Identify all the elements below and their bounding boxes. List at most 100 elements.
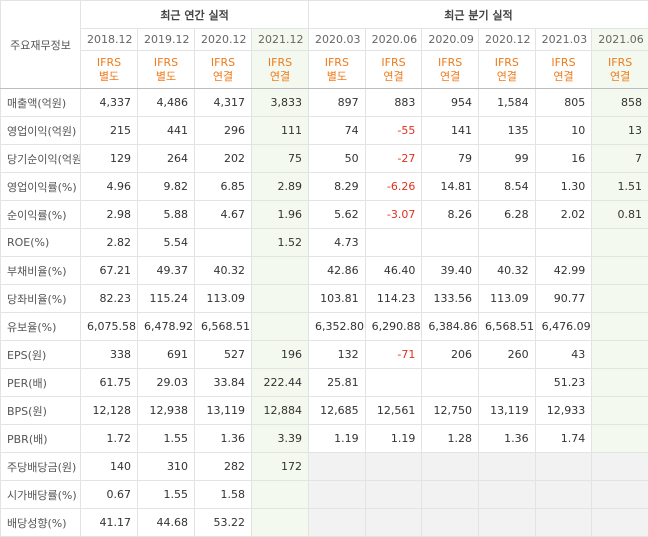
value-cell: 111 bbox=[250, 116, 310, 145]
value-cell: 1,584 bbox=[477, 88, 536, 117]
row-label: 매출액(억원) bbox=[0, 88, 81, 117]
ifrs-label: IFRS bbox=[210, 55, 236, 69]
column-date: 2019.12 bbox=[137, 28, 195, 51]
value-cell: 74 bbox=[308, 116, 366, 145]
column-basis: IFRS 연결 bbox=[250, 50, 310, 89]
value-cell bbox=[364, 508, 423, 537]
ifrs-label: IFRS bbox=[324, 55, 349, 69]
basis-label: 연결 bbox=[383, 69, 404, 83]
value-cell: 206 bbox=[421, 340, 479, 369]
value-cell: 3,833 bbox=[250, 88, 310, 117]
ifrs-label: IFRS bbox=[153, 55, 179, 69]
value-cell bbox=[308, 480, 366, 509]
value-cell: 2.02 bbox=[534, 200, 593, 229]
value-cell: 114.23 bbox=[364, 284, 423, 313]
value-cell: 33.84 bbox=[194, 368, 252, 397]
value-cell bbox=[591, 452, 648, 481]
column-basis: IFRS 연결 bbox=[477, 50, 536, 89]
data-row: EPS(원) 338 691 527 196 132 -71 206 260 43 bbox=[0, 340, 648, 369]
column-basis: IFRS 별도 bbox=[308, 50, 366, 89]
value-cell: 805 bbox=[534, 88, 593, 117]
basis-label: 별도 bbox=[326, 69, 347, 83]
basis-label: 연결 bbox=[496, 69, 517, 83]
value-cell: -6.26 bbox=[364, 172, 423, 201]
value-cell: 858 bbox=[591, 88, 648, 117]
basis-label: 별도 bbox=[98, 69, 120, 83]
value-cell: 6,568.51 bbox=[194, 312, 252, 341]
value-cell bbox=[250, 312, 310, 341]
value-cell bbox=[591, 396, 648, 425]
value-cell bbox=[591, 508, 648, 537]
value-cell: 4,486 bbox=[137, 88, 195, 117]
value-cell: 897 bbox=[308, 88, 366, 117]
value-cell: -55 bbox=[364, 116, 423, 145]
data-row: 순이익률(%) 2.98 5.88 4.67 1.96 5.62 -3.07 8.26 6.28… bbox=[0, 200, 648, 229]
data-row: 당좌비율(%) 82.23 115.24 113.09 103.81 114.23 133.… bbox=[0, 284, 648, 313]
column-basis: IFRS 연결 bbox=[364, 50, 423, 89]
row-label: ROE(%) bbox=[0, 228, 81, 257]
row-label: 영업이익률(%) bbox=[0, 172, 81, 201]
date-text: 2020.12 bbox=[484, 33, 531, 46]
basis-label: 연결 bbox=[440, 69, 461, 83]
value-cell: 1.19 bbox=[308, 424, 366, 453]
ifrs-label: IFRS bbox=[267, 55, 293, 69]
value-cell: 1.52 bbox=[250, 228, 310, 257]
basis-label: 연결 bbox=[610, 69, 631, 83]
value-cell: 61.75 bbox=[80, 368, 138, 397]
value-cell: 883 bbox=[364, 88, 423, 117]
value-cell bbox=[308, 508, 366, 537]
value-cell: 14.81 bbox=[421, 172, 479, 201]
estimate-mark: (E) bbox=[647, 33, 648, 46]
value-cell: 2.89 bbox=[250, 172, 310, 201]
value-cell: 133.56 bbox=[421, 284, 479, 313]
value-cell: 1.72 bbox=[80, 424, 138, 453]
value-cell: 1.36 bbox=[477, 424, 536, 453]
value-cell: 13,119 bbox=[194, 396, 252, 425]
value-cell: 8.54 bbox=[477, 172, 536, 201]
data-row: 배당성향(%) 41.17 44.68 53.22 bbox=[0, 508, 648, 537]
value-cell: 1.28 bbox=[421, 424, 479, 453]
value-cell: -71 bbox=[364, 340, 423, 369]
basis-label: 연결 bbox=[212, 69, 234, 83]
ifrs-label: IFRS bbox=[96, 55, 122, 69]
value-cell: 6,478.92 bbox=[137, 312, 195, 341]
value-cell: 103.81 bbox=[308, 284, 366, 313]
row-label: BPS(원) bbox=[0, 396, 81, 425]
value-cell: 39.40 bbox=[421, 256, 479, 285]
value-cell bbox=[534, 452, 593, 481]
value-cell: 25.81 bbox=[308, 368, 366, 397]
value-cell: 40.32 bbox=[477, 256, 536, 285]
date-text: 2021.06 bbox=[598, 33, 644, 46]
value-cell: 7 bbox=[591, 144, 648, 173]
data-row: 영업이익(억원) 215 441 296 111 74 -55 141 135 10 13 bbox=[0, 116, 648, 145]
value-cell: 4.96 bbox=[80, 172, 138, 201]
value-cell: 6,290.88 bbox=[364, 312, 423, 341]
value-cell bbox=[591, 312, 648, 341]
value-cell: 6,384.86 bbox=[421, 312, 479, 341]
row-label: PER(배) bbox=[0, 368, 81, 397]
data-row: 시가배당률(%) 0.67 1.55 1.58 bbox=[0, 480, 648, 509]
value-cell bbox=[591, 256, 648, 285]
value-cell: 82.23 bbox=[80, 284, 138, 313]
value-cell: 99 bbox=[477, 144, 536, 173]
value-cell: 282 bbox=[194, 452, 252, 481]
column-date: 2021.06 (E) bbox=[591, 28, 648, 51]
data-row: ROE(%) 2.82 5.54 1.52 4.73 bbox=[0, 228, 648, 257]
column-basis: IFRS 연결 bbox=[194, 50, 252, 89]
value-cell: 310 bbox=[137, 452, 195, 481]
value-cell: 51.23 bbox=[534, 368, 593, 397]
group-header-row: 주요재무정보 최근 연간 실적 최근 분기 실적 bbox=[0, 0, 648, 89]
data-row: PBR(배) 1.72 1.55 1.36 3.39 1.19 1.19 1.28 1.36 1.… bbox=[0, 424, 648, 453]
value-cell bbox=[534, 508, 593, 537]
value-cell bbox=[250, 284, 310, 313]
value-cell: 260 bbox=[477, 340, 536, 369]
value-cell bbox=[364, 368, 423, 397]
row-header: 주요재무정보 bbox=[0, 0, 81, 89]
value-cell: 9.82 bbox=[137, 172, 195, 201]
date-text: 2020.03 bbox=[315, 33, 361, 46]
basis-label: 연결 bbox=[553, 69, 574, 83]
value-cell: 5.62 bbox=[308, 200, 366, 229]
value-cell bbox=[477, 508, 536, 537]
value-cell: 53.22 bbox=[194, 508, 252, 537]
value-cell: 13 bbox=[591, 116, 648, 145]
